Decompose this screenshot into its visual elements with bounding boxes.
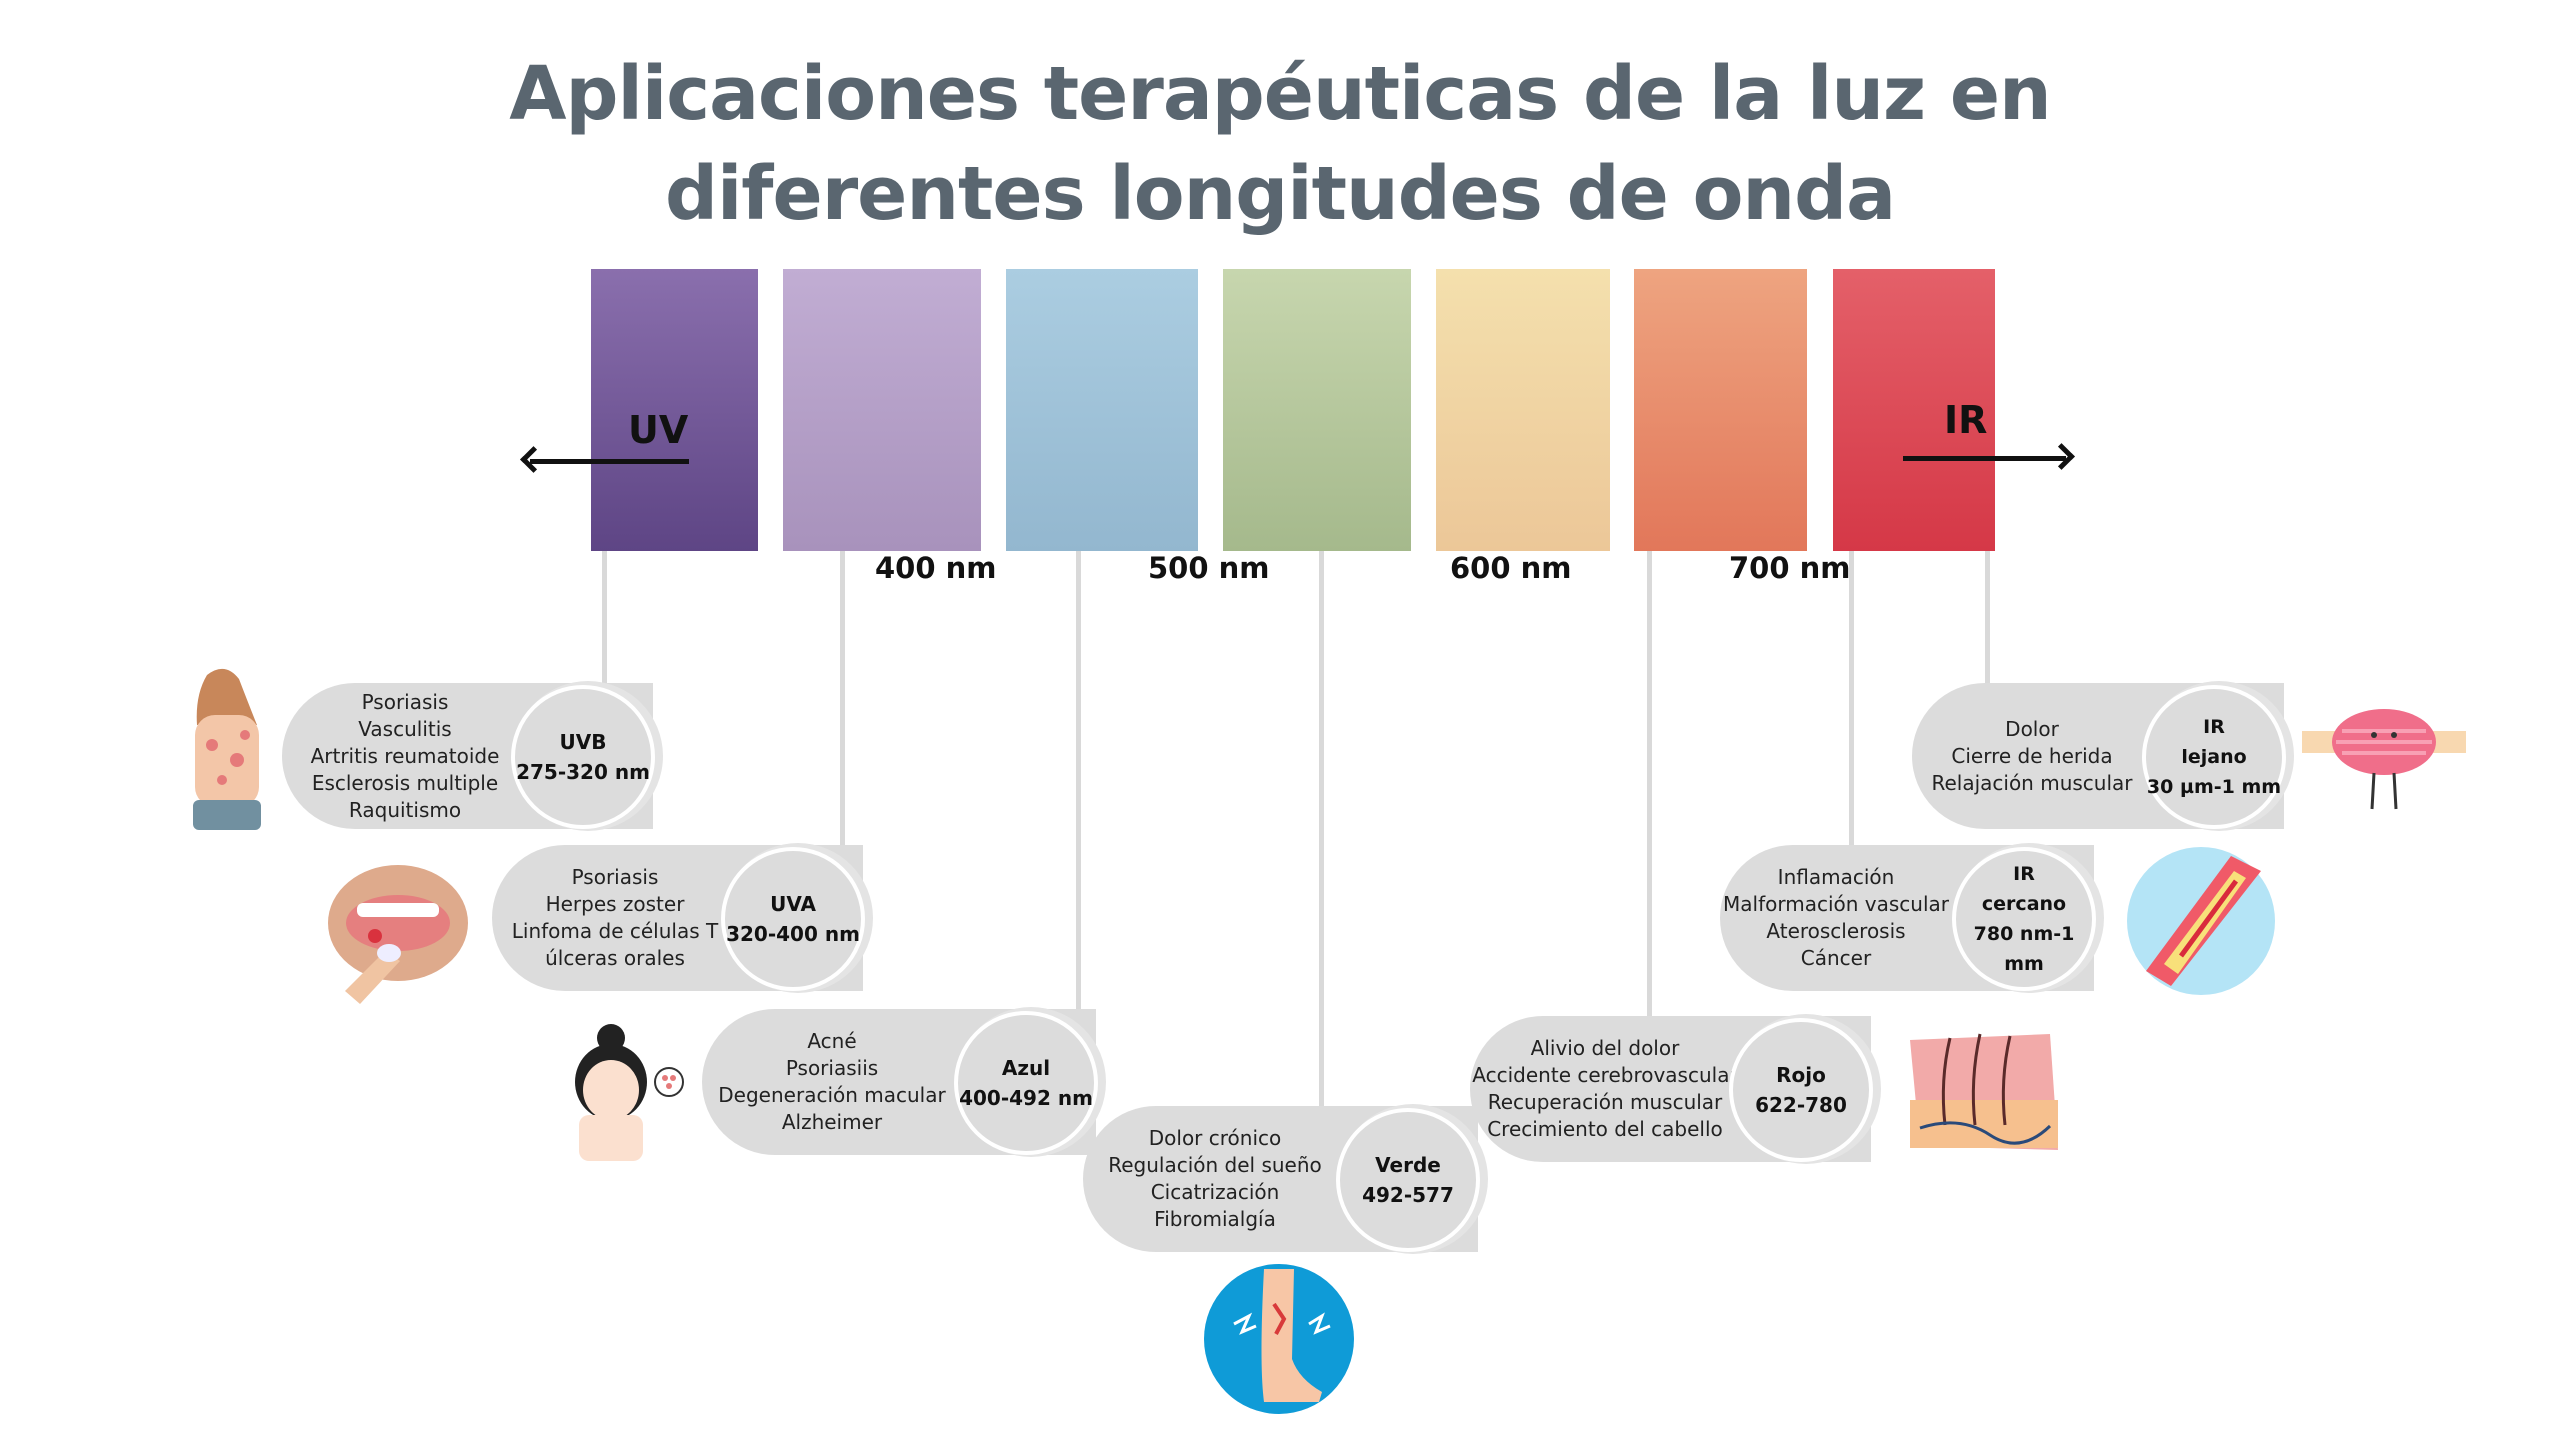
band-name: IR: [2013, 863, 2035, 885]
tick-600nm: 600 nm: [1450, 551, 1572, 585]
use-item: Regulación del sueño: [1108, 1153, 1322, 1177]
uv-label: UV: [628, 408, 689, 452]
uses-list: Psoriasis Herpes zoster Linfoma de células…: [492, 845, 738, 991]
use-item: Dolor crónico: [1148, 1126, 1282, 1150]
use-item: úlceras orales: [545, 946, 685, 970]
band-name: Verde: [1375, 1153, 1441, 1177]
spectrum-bar-blue: [1006, 269, 1198, 551]
band-card-azul: Acné Psoriasiis Degeneración macular Alzhei…: [702, 1007, 1106, 1157]
use-item: Artritis reumatoide: [310, 743, 500, 768]
spectrum-bar-green: [1223, 269, 1411, 551]
band-range: 622-780: [1755, 1093, 1847, 1117]
band-range: 780 nm-1 mm: [1973, 923, 2075, 975]
band-card-ir-cercano: Inflamación Malformación vascular Ateroscl…: [1720, 843, 2104, 993]
band-name: Rojo: [1776, 1063, 1826, 1087]
use-item: Dolor: [2005, 716, 2059, 741]
connector-uva: [840, 551, 845, 851]
title-line-2: diferentes longitudes de onda: [664, 151, 1896, 237]
use-item: Fibromialgía: [1154, 1207, 1276, 1231]
band-range: 400-492 nm: [959, 1086, 1093, 1110]
use-item: Acné: [807, 1029, 857, 1053]
band-range: 30 µm-1 mm: [2146, 776, 2282, 798]
uses-list: Inflamación Malformación vascular Ateroscl…: [1720, 845, 1952, 991]
connector-uvb: [602, 551, 607, 683]
band-badge: IR cercano 780 nm-1 mm: [1952, 847, 2096, 991]
use-item: Psoriasis: [361, 689, 449, 714]
spectrum-bar-violet: [783, 269, 981, 551]
title-line-1: Aplicaciones terapéuticas de la luz en: [509, 51, 2051, 137]
tick-700nm: 700 nm: [1729, 551, 1851, 585]
uses-list: Dolor crónico Regulación del sueño Cicatri…: [1083, 1106, 1347, 1252]
band-name: IR: [2203, 716, 2225, 738]
page-title: Aplicaciones terapéuticas de la luz en d…: [0, 44, 2560, 244]
use-item: Aterosclerosis: [1766, 919, 1906, 943]
muscle-character-icon: [2302, 709, 2466, 810]
uv-arrow: [530, 459, 689, 464]
ir-label: IR: [1944, 398, 1988, 442]
connector-ir-cercano: [1849, 551, 1854, 847]
spectrum-bar-yellow: [1436, 269, 1610, 551]
band-name-sub: lejano: [2181, 746, 2247, 768]
spectrum-bar-uv: [591, 269, 758, 551]
use-item: Crecimiento del cabello: [1487, 1117, 1723, 1141]
band-card-uva: Psoriasis Herpes zoster Linfoma de células…: [492, 843, 873, 993]
band-badge: UVB 275-320 nm: [511, 685, 655, 829]
band-badge: Azul 400-492 nm: [954, 1011, 1098, 1155]
band-name-sub: cercano: [1981, 893, 2067, 915]
use-item: Accidente cerebrovascular: [1472, 1063, 1738, 1087]
artery-plaque-icon: [2127, 847, 2275, 995]
band-name: UVA: [770, 892, 816, 916]
tick-500nm: 500 nm: [1148, 551, 1270, 585]
use-item: Cicatrización: [1150, 1180, 1280, 1204]
mouth-ulcer-icon: [328, 865, 468, 1004]
connector-azul: [1076, 551, 1081, 1017]
uses-list: Psoriasis Vasculitis Artritis reumatoide Es…: [282, 683, 528, 829]
band-badge: IR lejano 30 µm-1 mm: [2142, 685, 2286, 829]
use-item: Inflamación: [1777, 865, 1895, 889]
band-card-verde: Dolor crónico Regulación del sueño Cicatri…: [1083, 1104, 1488, 1254]
use-item: Relajación muscular: [1931, 770, 2133, 795]
use-item: Cáncer: [1800, 946, 1872, 970]
band-badge: Rojo 622-780: [1729, 1018, 1873, 1162]
connector-verde: [1319, 551, 1324, 1106]
use-item: Raquitismo: [348, 797, 462, 822]
band-card-ir-lejano: Dolor Cierre de herida Relajación muscular…: [1912, 681, 2294, 831]
uses-list: Acné Psoriasiis Degeneración macular Alzhei…: [702, 1009, 962, 1155]
band-badge: Verde 492-577: [1336, 1108, 1480, 1252]
use-item: Degeneración macular: [718, 1083, 946, 1107]
connector-rojo: [1647, 551, 1652, 1017]
use-item: Recuperación muscular: [1487, 1090, 1723, 1114]
band-name: Azul: [1001, 1056, 1051, 1080]
use-item: Psoriasis: [571, 865, 659, 889]
acne-girl-icon: [575, 1024, 684, 1161]
ir-arrow: [1903, 456, 2066, 461]
spectrum-bar-red: [1833, 269, 1995, 551]
connector-ir-lejano: [1985, 551, 1990, 683]
band-card-uvb: Psoriasis Vasculitis Artritis reumatoide Es…: [282, 681, 663, 831]
use-item: Herpes zoster: [545, 892, 685, 916]
use-item: Linfoma de células T: [511, 919, 719, 943]
use-item: Psoriasiis: [785, 1056, 879, 1080]
tick-400nm: 400 nm: [875, 551, 997, 585]
use-item: Alivio del dolor: [1530, 1036, 1680, 1060]
use-item: Malformación vascular: [1723, 892, 1949, 916]
uses-list: Dolor Cierre de herida Relajación muscular: [1912, 683, 2152, 829]
band-badge: UVA 320-400 nm: [721, 847, 865, 991]
uses-list: Alivio del dolor Accidente cerebrovascula…: [1470, 1016, 1740, 1162]
band-card-rojo: Alivio del dolor Accidente cerebrovascula…: [1470, 1014, 1881, 1164]
band-name: UVB: [559, 730, 607, 754]
band-range: 275-320 nm: [516, 760, 650, 784]
use-item: Alzheimer: [781, 1110, 883, 1134]
band-range: 320-400 nm: [726, 922, 860, 946]
uv-arrow-head-icon: [520, 446, 547, 473]
band-range: 492-577: [1362, 1183, 1454, 1207]
use-item: Esclerosis multiple: [311, 770, 499, 795]
ir-arrow-head-icon: [2048, 443, 2075, 470]
use-item: Vasculitis: [358, 716, 452, 741]
hair-follicle-skin-icon: [1910, 1033, 2058, 1150]
skin-rash-woman-icon: [193, 668, 261, 830]
use-item: Cierre de herida: [1951, 743, 2113, 768]
leg-pain-icon: [1204, 1264, 1354, 1414]
spectrum-bar-orange: [1634, 269, 1807, 551]
